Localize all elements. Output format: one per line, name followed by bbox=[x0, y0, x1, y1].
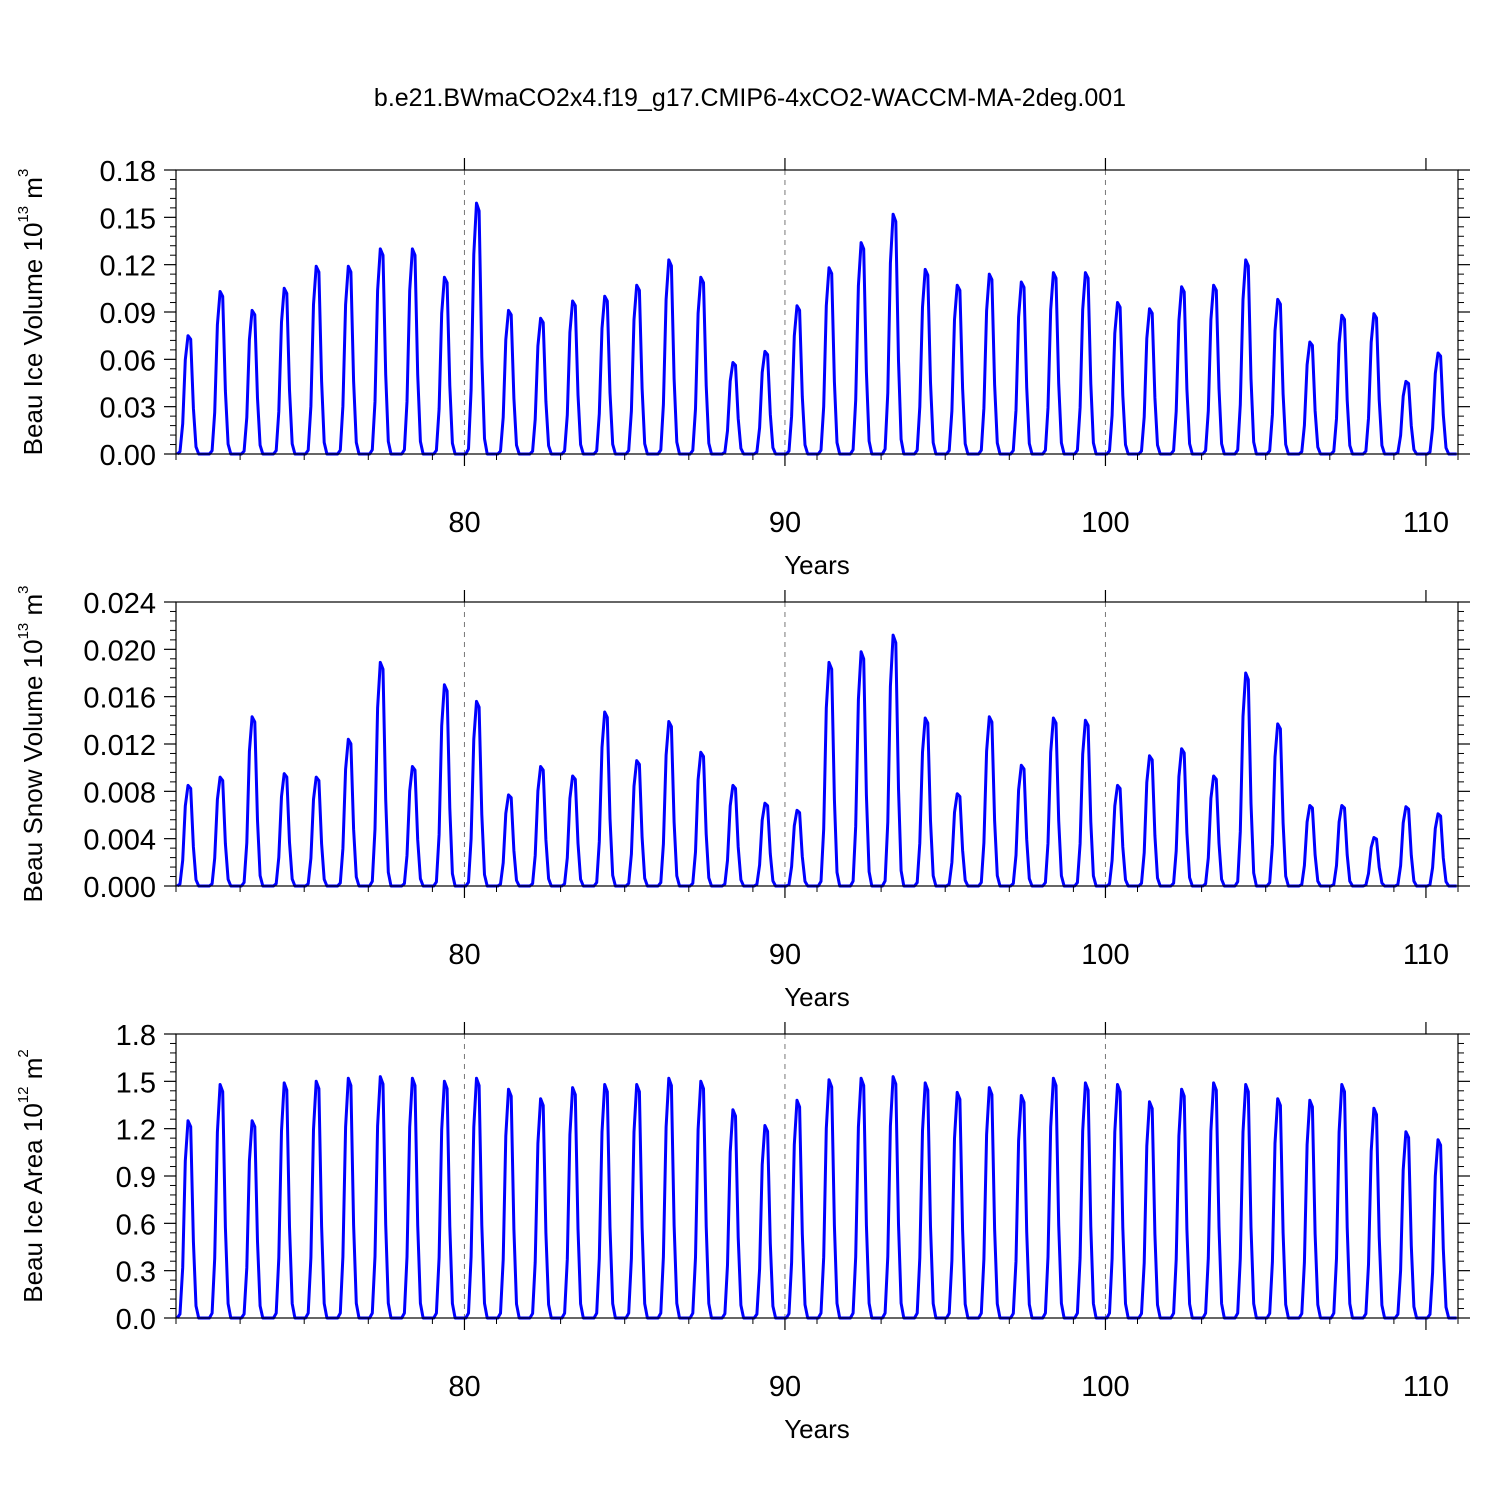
y-tick-label: 0.012 bbox=[83, 730, 156, 762]
grid-lines bbox=[463, 1034, 1106, 1318]
axis-ticks: 80 90 100 110 0.00 0.03 0.06 0.09 0.12 0.15 0.18 bbox=[100, 156, 1470, 539]
y-tick-label: 0.0 bbox=[116, 1304, 156, 1336]
panel-snow-volume: 80 90 100 110 0.000 0.004 0.008 0.012 0.016 0.020… bbox=[15, 586, 1470, 1012]
x-tick-label: 110 bbox=[1403, 939, 1449, 971]
y-axis-title: Beau Ice Area 1012 m2 bbox=[15, 1049, 48, 1302]
y-tick-label: 0.000 bbox=[83, 872, 156, 904]
y-tick-label: 0.12 bbox=[100, 251, 156, 283]
series-line bbox=[176, 201, 1457, 456]
figure-title: b.e21.BWmaCO2x4.f19_g17.CMIP6-4xCO2-WACC… bbox=[374, 84, 1126, 112]
x-axis-title: Years bbox=[784, 982, 850, 1012]
x-tick-label: 100 bbox=[1081, 507, 1129, 539]
y-tick-label: 1.2 bbox=[116, 1115, 156, 1147]
x-tick-label: 90 bbox=[769, 1371, 801, 1403]
axis-ticks: 80 90 100 110 0.0 0.3 0.6 0.9 1.2 1.5 1.8 bbox=[116, 1020, 1470, 1403]
x-tick-label: 110 bbox=[1403, 1371, 1449, 1403]
x-tick-label: 80 bbox=[448, 507, 480, 539]
plot-frame bbox=[175, 169, 1459, 455]
y-tick-label: 1.8 bbox=[116, 1020, 156, 1052]
y-tick-label: 0.9 bbox=[116, 1162, 156, 1194]
y-tick-label: 0.09 bbox=[100, 298, 156, 330]
y-tick-label: 1.5 bbox=[116, 1067, 156, 1099]
x-tick-label: 100 bbox=[1081, 939, 1129, 971]
y-tick-label: 0.024 bbox=[83, 588, 156, 620]
y-axis-title: Beau Snow Volume 1013 m3 bbox=[15, 586, 48, 903]
series-line bbox=[176, 633, 1457, 888]
x-tick-label: 110 bbox=[1403, 507, 1449, 539]
y-tick-label: 0.00 bbox=[100, 440, 156, 472]
y-axis-title: Beau Ice Volume 1013 m3 bbox=[15, 169, 48, 456]
plot-frame bbox=[175, 601, 1459, 887]
x-axis-title: Years bbox=[784, 1414, 850, 1444]
y-tick-label: 0.18 bbox=[100, 156, 156, 188]
y-tick-label: 0.008 bbox=[83, 777, 156, 809]
grid-lines bbox=[463, 602, 1106, 886]
x-tick-label: 100 bbox=[1081, 1371, 1129, 1403]
y-tick-label: 0.6 bbox=[116, 1209, 156, 1241]
plot-frame bbox=[175, 1033, 1459, 1319]
y-tick-label: 0.020 bbox=[83, 635, 156, 667]
y-tick-label: 0.06 bbox=[100, 345, 156, 377]
x-tick-label: 80 bbox=[448, 939, 480, 971]
series-line bbox=[176, 1075, 1457, 1320]
y-tick-label: 0.016 bbox=[83, 683, 156, 715]
grid-lines bbox=[463, 170, 1106, 454]
panel-ice-area: 80 90 100 110 0.0 0.3 0.6 0.9 1.2 1.5 1.8 Years Be… bbox=[15, 1020, 1470, 1444]
y-tick-label: 0.004 bbox=[83, 825, 156, 857]
x-tick-label: 90 bbox=[769, 507, 801, 539]
panel-ice-volume: 80 90 100 110 0.00 0.03 0.06 0.09 0.12 0.15 0.18 Y… bbox=[15, 156, 1470, 580]
axis-ticks: 80 90 100 110 0.000 0.004 0.008 0.012 0.016 0.020… bbox=[83, 588, 1470, 971]
y-tick-label: 0.03 bbox=[100, 393, 156, 425]
y-tick-label: 0.3 bbox=[116, 1257, 156, 1289]
x-tick-label: 90 bbox=[769, 939, 801, 971]
x-axis-title: Years bbox=[784, 550, 850, 580]
x-tick-label: 80 bbox=[448, 1371, 480, 1403]
y-tick-label: 0.15 bbox=[100, 203, 156, 235]
